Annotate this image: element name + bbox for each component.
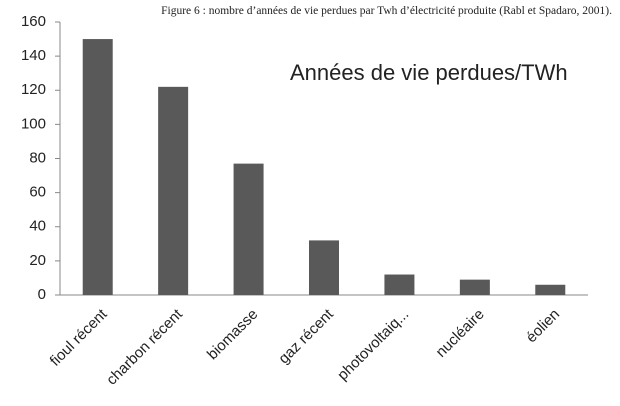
- figure-caption: Figure 6 : nombre d’années de vie perdue…: [161, 5, 612, 17]
- y-tick-label: 40: [29, 218, 46, 235]
- x-tick-label: photovoltaiq...: [334, 306, 412, 384]
- y-tick-label: 0: [38, 286, 46, 303]
- bar: [309, 240, 339, 295]
- y-tick-label: 60: [29, 184, 46, 201]
- chart-title: Années de vie perdues/TWh: [290, 60, 568, 85]
- y-tick-label: 100: [21, 115, 46, 132]
- x-tick-label: fioul récent: [47, 305, 111, 369]
- y-tick-label: 140: [21, 47, 46, 64]
- y-tick-label: 80: [29, 149, 46, 166]
- y-tick-label: 120: [21, 81, 46, 98]
- x-tick-label: gaz récent: [275, 305, 337, 367]
- bar: [535, 284, 566, 295]
- x-tick-label: charbon récent: [103, 305, 186, 388]
- y-tick-label: 20: [29, 252, 46, 269]
- x-tick-label: nucléaire: [433, 306, 488, 361]
- y-tick-label: 160: [21, 13, 46, 30]
- x-tick-label: éolien: [523, 306, 563, 346]
- bar: [158, 86, 189, 296]
- x-tick-label: biomasse: [204, 306, 261, 363]
- bar: [82, 39, 113, 295]
- bar: [233, 163, 264, 295]
- bar: [459, 279, 490, 295]
- bar: [384, 274, 415, 295]
